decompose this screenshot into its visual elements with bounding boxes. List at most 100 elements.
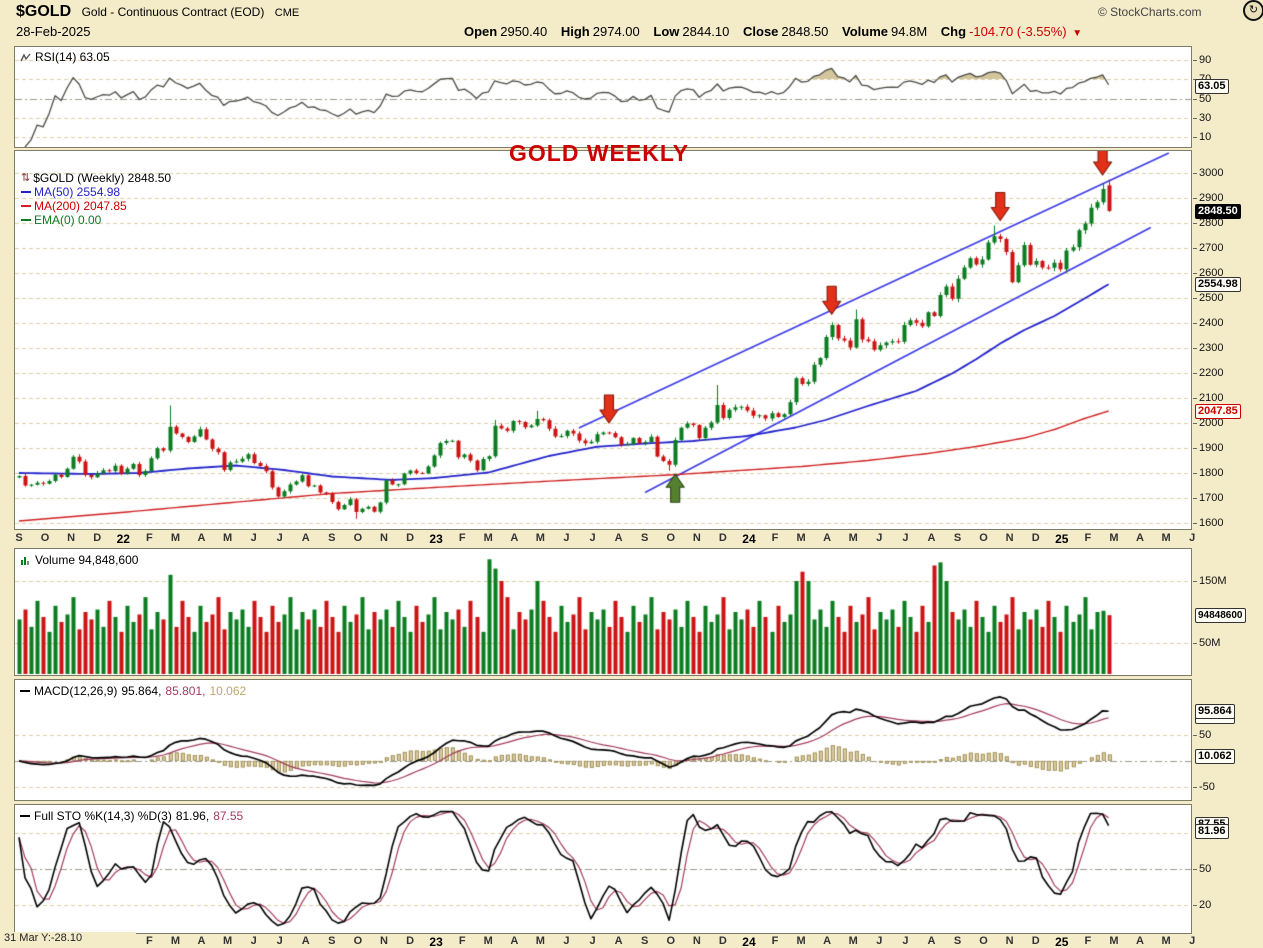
month-label: O bbox=[40, 532, 50, 544]
macd-value-2: 85.801, bbox=[165, 684, 206, 698]
zigzag-indicator-icon bbox=[20, 52, 31, 61]
rsi-label: RSI(14) 63.05 bbox=[35, 50, 110, 64]
axis-tick-label: 3000 bbox=[1192, 167, 1224, 179]
month-label: A bbox=[1136, 935, 1144, 947]
axis-tick-label: 50 bbox=[1192, 728, 1212, 741]
annotation-title: GOLD WEEKLY bbox=[509, 140, 690, 166]
month-label: J bbox=[902, 532, 909, 544]
sto-name: Full STO %K(14,3) %D(3) bbox=[34, 809, 172, 823]
month-label: O bbox=[353, 532, 363, 544]
month-label: J bbox=[876, 935, 883, 947]
month-label: M bbox=[222, 532, 233, 544]
month-label: 24 bbox=[742, 532, 756, 546]
month-label: 22 bbox=[116, 532, 130, 546]
axis-tick-label: 1600 bbox=[1192, 517, 1224, 529]
month-label: A bbox=[823, 935, 832, 947]
month-label: F bbox=[145, 532, 153, 544]
axis-badge: 10.062 bbox=[1195, 748, 1235, 764]
price-panel: GOLD WEEKLY ⇅ $GOLD (Weekly) 2848.50 MA(5… bbox=[14, 140, 1192, 530]
schedule-note: 31 Mar Y:-28.10 bbox=[0, 932, 136, 947]
month-label: F bbox=[1084, 935, 1092, 947]
open-value: 2950.40 bbox=[500, 24, 548, 39]
sto-line-swatch bbox=[20, 815, 30, 817]
month-label: O bbox=[979, 532, 988, 544]
month-label: J bbox=[589, 532, 596, 544]
month-label: S bbox=[328, 935, 336, 947]
symbol-description: Gold - Continuous Contract (EOD) bbox=[81, 5, 265, 19]
month-label: S bbox=[15, 532, 23, 544]
macd-name: MACD(12,26,9) bbox=[34, 684, 118, 698]
month-label: O bbox=[353, 935, 363, 947]
axis-tick-label: 1900 bbox=[1192, 442, 1224, 454]
low-label: Low bbox=[653, 24, 680, 39]
axis-badge: 81.96 bbox=[1195, 823, 1229, 839]
month-label: M bbox=[222, 935, 233, 947]
axis-badge: 2554.98 bbox=[1195, 277, 1241, 293]
month-label: J bbox=[902, 935, 909, 947]
month-label: N bbox=[1005, 532, 1014, 544]
axis-badge: 63.05 bbox=[1195, 78, 1229, 94]
low-value: 2844.10 bbox=[682, 24, 730, 39]
month-label: A bbox=[197, 935, 206, 947]
month-label: F bbox=[145, 935, 153, 947]
axis-tick-label: 2500 bbox=[1192, 292, 1224, 304]
month-label: 23 bbox=[429, 532, 443, 546]
symbol-ticker: $GOLD bbox=[16, 3, 72, 20]
quote-bar: 28-Feb-2025 Open 2950.40 High 2974.00 Low 2… bbox=[16, 24, 1246, 39]
sto-value-2: 87.55 bbox=[213, 809, 244, 823]
axis-tick-label: 2800 bbox=[1192, 217, 1224, 229]
month-label: N bbox=[379, 532, 388, 544]
axis-tick-label: 50M bbox=[1192, 637, 1221, 649]
month-label: S bbox=[953, 532, 962, 544]
high-value: 2974.00 bbox=[592, 24, 640, 39]
axis-tick-label: 90 bbox=[1192, 53, 1212, 66]
month-label: N bbox=[692, 532, 701, 544]
axis-tick-label: 2200 bbox=[1192, 367, 1224, 379]
axis-tick-label: 150M bbox=[1193, 575, 1227, 587]
updown-arrows-icon: ⇅ bbox=[21, 172, 31, 184]
axis-tick-label: 50 bbox=[1192, 92, 1212, 105]
axis-badge: 85.801 bbox=[1195, 709, 1235, 725]
ema-line-swatch bbox=[21, 219, 31, 221]
sto-legend: Full STO %K(14,3) %D(3) 81.96, 87.55 bbox=[20, 809, 243, 823]
chg-label: Chg bbox=[940, 24, 967, 39]
axis-tick-label: 2000 bbox=[1192, 417, 1224, 429]
month-label: J bbox=[276, 532, 283, 544]
month-label: A bbox=[927, 532, 936, 544]
ma50-legend: MA(50) 2554.98 bbox=[34, 185, 121, 199]
copyright-label: © StockCharts.com bbox=[1098, 5, 1202, 19]
price-canvas bbox=[15, 151, 1191, 529]
month-label: N bbox=[67, 532, 76, 544]
axis-tick-label: 2600 bbox=[1192, 267, 1224, 279]
month-label: A bbox=[1136, 532, 1144, 544]
axis-tick-label: 2400 bbox=[1192, 317, 1224, 329]
month-label: M bbox=[535, 935, 545, 947]
month-label: J bbox=[876, 532, 883, 544]
month-label: J bbox=[589, 935, 596, 947]
month-label: M bbox=[796, 935, 806, 947]
rsi-panel: RSI(14) 63.05 bbox=[14, 46, 1192, 148]
month-label: A bbox=[301, 532, 310, 544]
macd-panel: MACD(12,26,9) 95.864, 85.801, 10.062 bbox=[14, 679, 1192, 801]
month-label: J bbox=[276, 935, 283, 947]
month-label: 23 bbox=[429, 935, 443, 948]
refresh-icon[interactable]: ↻ bbox=[1243, 0, 1263, 21]
month-label: S bbox=[641, 935, 649, 947]
ma200-legend: MA(200) 2047.85 bbox=[34, 199, 127, 213]
high-label: High bbox=[560, 24, 590, 39]
axis-badge: 2848.50 bbox=[1195, 203, 1241, 219]
close-value: 2848.50 bbox=[781, 24, 829, 39]
month-label: M bbox=[1161, 935, 1171, 947]
month-label: F bbox=[771, 935, 779, 947]
month-label: A bbox=[301, 935, 310, 947]
month-label: D bbox=[406, 935, 415, 947]
month-label: N bbox=[692, 935, 701, 947]
month-label: D bbox=[1031, 935, 1040, 947]
month-label: J bbox=[250, 532, 257, 544]
month-label: F bbox=[771, 532, 779, 544]
stochastics-canvas bbox=[15, 805, 1191, 933]
month-label: 25 bbox=[1055, 532, 1069, 546]
axis-tick-label: 10 bbox=[1192, 131, 1212, 144]
ema-legend: EMA(0) 0.00 bbox=[34, 213, 102, 227]
